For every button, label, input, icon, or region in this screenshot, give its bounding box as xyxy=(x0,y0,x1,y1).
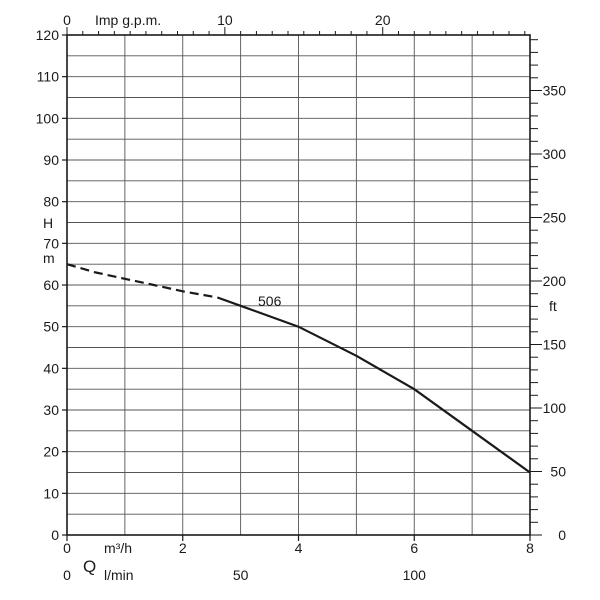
y-left-ticks: 0 10 20 30 40 50 60 70 80 90 100 110 120 xyxy=(36,27,67,543)
y-left-tick-label: 40 xyxy=(43,360,59,376)
y-right-tick-label: 50 xyxy=(550,463,566,479)
y-right-tick-label: 0 xyxy=(558,527,566,543)
y-axis-label-h: H xyxy=(43,215,53,231)
y-right-unit-label: ft xyxy=(549,298,557,314)
x-bottom-unit-m3h: m³/h xyxy=(104,540,132,556)
grid xyxy=(67,35,530,535)
x-bottom-lmin-label: 100 xyxy=(403,567,427,583)
x-top-ticks: 0 10 20 xyxy=(63,12,526,35)
y-left-tick-label: 80 xyxy=(43,194,59,210)
y-left-tick-label: 30 xyxy=(43,402,59,418)
x-bottom-tick-label: 6 xyxy=(410,540,418,556)
series-label-506: 506 xyxy=(258,293,282,309)
x-bottom-lmin-label: 0 xyxy=(63,567,71,583)
x-top-tick-label: 20 xyxy=(375,12,391,28)
y-right-tick-label: 150 xyxy=(543,336,567,352)
y-left-tick-label: 110 xyxy=(37,69,60,85)
x-bottom-unit-lmin: l/min xyxy=(104,567,134,583)
x-top-tick-label: 0 xyxy=(63,12,71,28)
x-top-unit-label: Imp g.p.m. xyxy=(95,12,161,28)
y-right-tick-label: 300 xyxy=(543,146,567,162)
axis-labels: H m ft Imp g.p.m. Q m³/h l/min 506 xyxy=(43,12,557,583)
x-axis-label-q: Q xyxy=(83,557,96,576)
y-left-tick-label: 10 xyxy=(43,485,59,501)
x-bottom-tick-label: 0 xyxy=(63,540,71,556)
y-right-tick-label: 100 xyxy=(543,400,567,416)
x-bottom-tick-label: 2 xyxy=(179,540,187,556)
y-left-tick-label: 20 xyxy=(43,444,59,460)
pump-curve-solid xyxy=(217,296,531,474)
pump-curve xyxy=(66,263,531,474)
y-left-tick-label: 0 xyxy=(51,527,59,543)
y-left-tick-label: 100 xyxy=(36,110,60,126)
x-bottom-lmin-label: 50 xyxy=(233,567,249,583)
pump-curve-dashed xyxy=(66,263,218,299)
y-left-tick-label: 50 xyxy=(43,319,59,335)
x-bottom-tick-label: 8 xyxy=(526,540,534,556)
y-axis-label-m: m xyxy=(43,250,55,266)
y-left-tick-label: 70 xyxy=(43,235,59,251)
y-right-tick-label: 200 xyxy=(543,273,567,289)
y-left-tick-label: 60 xyxy=(43,277,59,293)
y-left-tick-label: 90 xyxy=(43,152,59,168)
x-bottom-ticks: 0 2 4 6 8 0 50 100 xyxy=(63,535,534,583)
x-bottom-tick-label: 4 xyxy=(295,540,303,556)
y-left-tick-label: 120 xyxy=(36,27,60,43)
y-right-ticks: 0 50 100 150 200 250 300 350 xyxy=(530,39,567,543)
y-right-tick-label: 250 xyxy=(543,209,567,225)
x-top-tick-label: 10 xyxy=(217,12,233,28)
y-right-tick-label: 350 xyxy=(543,82,567,98)
